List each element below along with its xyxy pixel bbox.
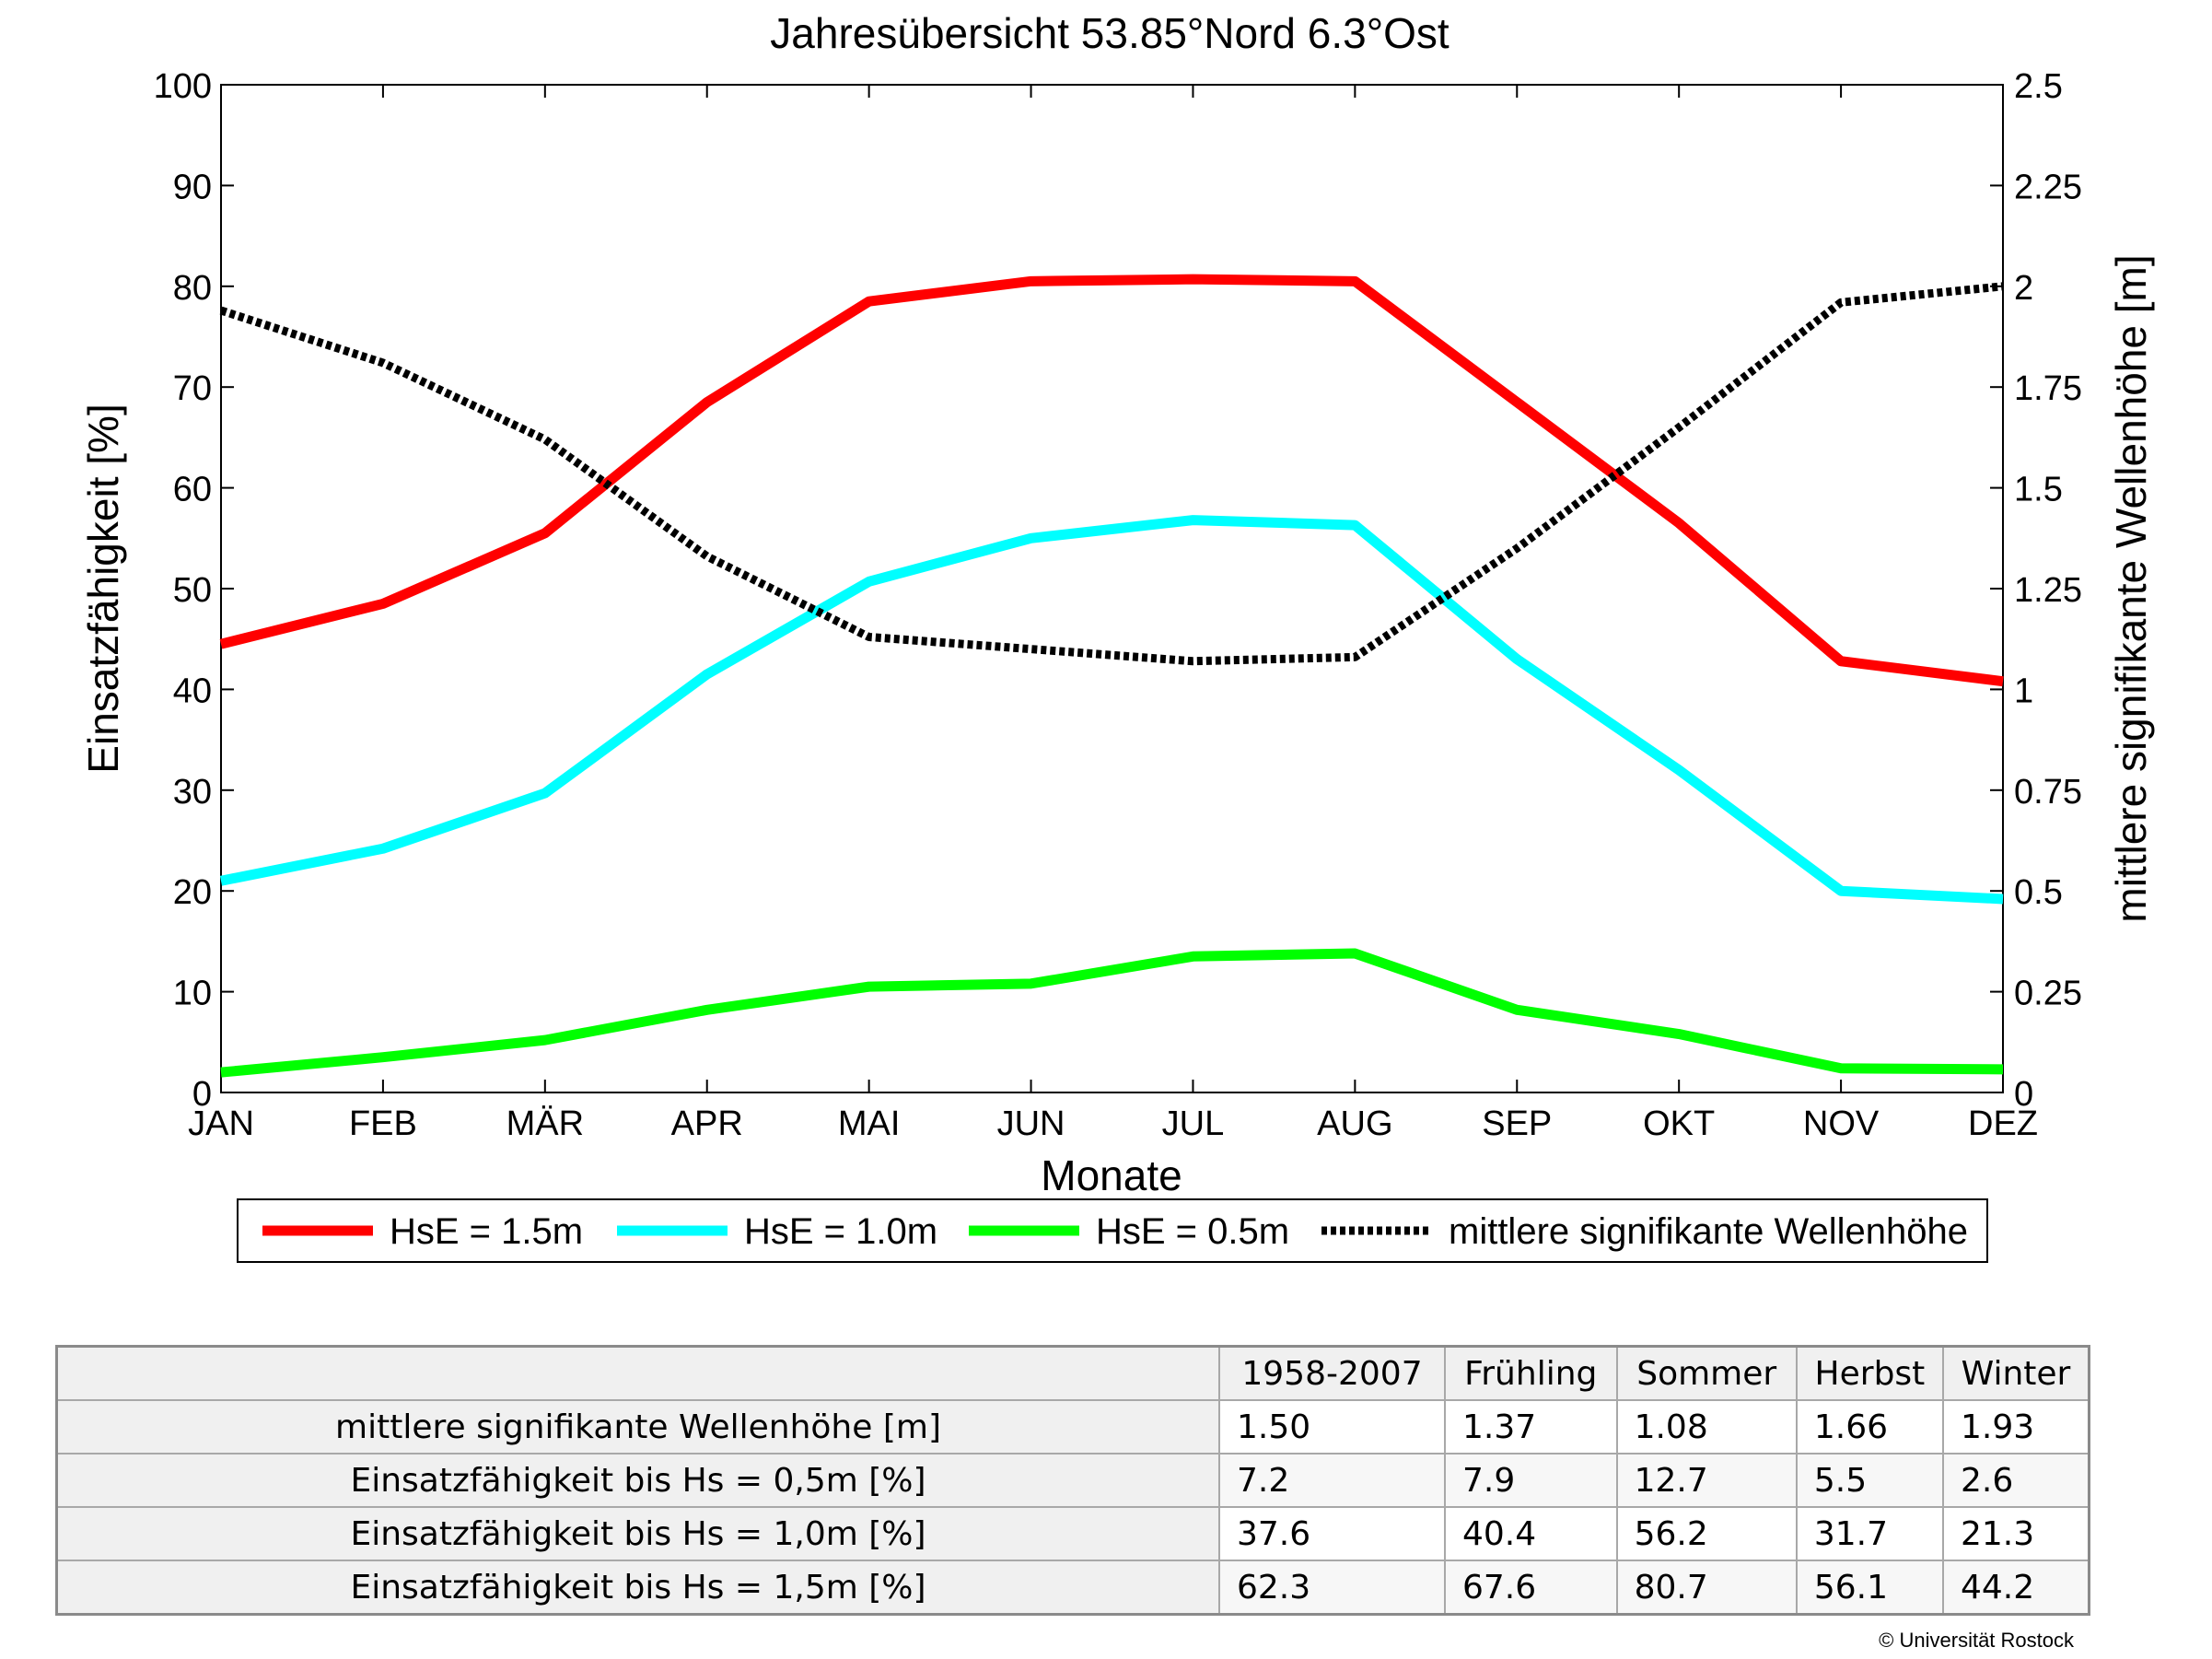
table-cell: 7.9	[1443, 1453, 1618, 1508]
table-cell: 56.1	[1795, 1560, 1944, 1616]
right-tick-label: 0.5	[2014, 873, 2063, 912]
right-tick-label: 1.75	[2014, 369, 2082, 408]
table-cell: 31.7	[1795, 1506, 1944, 1561]
left-tick-label: 50	[173, 571, 212, 610]
table-cell: 62.3	[1218, 1560, 1446, 1616]
legend-label: HsE = 1.5m	[390, 1211, 583, 1252]
left-tick-label: 30	[173, 773, 212, 812]
table-cell: 1.50	[1218, 1399, 1446, 1455]
x-tick-label: AUG	[1317, 1104, 1392, 1143]
table-cell: 7.2	[1218, 1453, 1446, 1508]
chart-title: Jahresübersicht 53.85°Nord 6.3°Ost	[770, 9, 1449, 57]
table-row: Einsatzfähigkeit bis Hs = 1,0m [%] 37.6 …	[55, 1506, 2090, 1561]
table-header-cell: Frühling	[1443, 1345, 1618, 1401]
summary-table: 1958-2007 Frühling Sommer Herbst Winter …	[55, 1345, 2090, 1616]
right-axis-ticks: 0 0.25 0.5 0.75 1 1.25 1.5 1.75 2 2.25 2.5	[2014, 67, 2082, 1114]
left-tick-label: 90	[173, 168, 212, 206]
left-tick-label: 80	[173, 269, 212, 308]
legend	[237, 1198, 1988, 1263]
left-tick-label: 0	[192, 1075, 212, 1114]
x-axis-ticks: JAN FEB MÄR APR MAI JUN JUL AUG SEP OKT NOV DEZ	[188, 85, 2038, 1143]
legend-label: HsE = 1.0m	[744, 1211, 937, 1252]
right-tick-label: 0.75	[2014, 773, 2082, 812]
left-tick-label: 20	[173, 873, 212, 912]
series-line-0	[219, 274, 2004, 687]
table-row: Einsatzfähigkeit bis Hs = 0,5m [%] 7.2 7…	[55, 1453, 2090, 1508]
right-tick-label: 2.5	[2014, 67, 2063, 106]
row-label: mittlere signifikante Wellenhöhe [m]	[55, 1399, 1220, 1455]
table-cell: 1.93	[1941, 1399, 2090, 1455]
x-axis-label: Monate	[1041, 1151, 1182, 1199]
left-axis-ticks: 0 10 20 30 40 50 60 70 80 90 100	[154, 67, 2003, 1114]
table-header-row: 1958-2007 Frühling Sommer Herbst Winter	[55, 1345, 2090, 1401]
x-tick-label: JUL	[1162, 1104, 1225, 1143]
table-cell: 44.2	[1941, 1560, 2090, 1616]
table-cell: 21.3	[1941, 1506, 2090, 1561]
row-label: Einsatzfähigkeit bis Hs = 1,5m [%]	[55, 1560, 1220, 1616]
table-cell: 5.5	[1795, 1453, 1944, 1508]
legend-items: HsE = 1.5m HsE = 1.0m HsE = 0.5m mittlere s…	[262, 1211, 1968, 1252]
x-tick-label: OKT	[1643, 1104, 1715, 1143]
left-tick-label: 40	[173, 672, 212, 710]
y-axis-label-left: Einsatzfähigkeit [%]	[79, 403, 127, 773]
x-tick-label: APR	[671, 1104, 743, 1143]
table-cell: 56.2	[1615, 1506, 1798, 1561]
table-cell: 1.66	[1795, 1399, 1944, 1455]
table-header-cell: 1958-2007	[1218, 1345, 1446, 1401]
left-tick-label: 10	[173, 975, 212, 1013]
right-tick-label: 1	[2014, 672, 2033, 710]
left-tick-label: 70	[173, 369, 212, 408]
table-cell: 12.7	[1615, 1453, 1798, 1508]
chart: Jahresübersicht 53.85°Nord 6.3°Ost 01020…	[79, 9, 2155, 1263]
table-header-cell: Winter	[1941, 1345, 2090, 1401]
table-cell: 1.37	[1443, 1399, 1618, 1455]
right-tick-label: 0.25	[2014, 975, 2082, 1013]
series-line-3	[219, 282, 2004, 666]
right-tick-label: 1.5	[2014, 471, 2063, 509]
right-tick-label: 2	[2014, 269, 2033, 308]
legend-label: HsE = 0.5m	[1096, 1211, 1289, 1252]
left-tick-label: 100	[154, 67, 212, 106]
row-label: Einsatzfähigkeit bis Hs = 0,5m [%]	[55, 1453, 1220, 1508]
y-axis-label-right: mittlere signifikante Wellenhöhe [m]	[2107, 254, 2155, 922]
right-tick-label: 1.25	[2014, 571, 2082, 610]
table-corner-cell	[55, 1345, 1220, 1401]
x-tick-label: SEP	[1482, 1104, 1552, 1143]
x-tick-label: DEZ	[1968, 1104, 2038, 1143]
row-label: Einsatzfähigkeit bis Hs = 1,0m [%]	[55, 1506, 1220, 1561]
legend-label: mittlere signifikante Wellenhöhe	[1449, 1211, 1968, 1252]
table-row: Einsatzfähigkeit bis Hs = 1,5m [%] 62.3 …	[55, 1560, 2090, 1616]
table-cell: 37.6	[1218, 1506, 1446, 1561]
series-lines	[219, 274, 2004, 1078]
table-cell: 67.6	[1443, 1560, 1618, 1616]
left-tick-label: 60	[173, 471, 212, 509]
table-header-cell: Sommer	[1615, 1345, 1798, 1401]
series-line-2	[220, 948, 2004, 1078]
x-tick-label: MAI	[838, 1104, 901, 1143]
x-tick-label: FEB	[349, 1104, 417, 1143]
right-tick-label: 2.25	[2014, 168, 2082, 206]
table-cell: 1.08	[1615, 1399, 1798, 1455]
table-row: mittlere signifikante Wellenhöhe [m] 1.5…	[55, 1399, 2090, 1455]
table-cell: 40.4	[1443, 1506, 1618, 1561]
table-cell: 2.6	[1941, 1453, 2090, 1508]
x-tick-label: JAN	[188, 1104, 254, 1143]
x-tick-label: NOV	[1803, 1104, 1880, 1143]
table-cell: 80.7	[1615, 1560, 1798, 1616]
table-header-cell: Herbst	[1795, 1345, 1944, 1401]
x-tick-label: MÄR	[506, 1104, 584, 1143]
copyright-notice: © Universität Rostock	[1879, 1629, 2074, 1652]
right-tick-label: 0	[2014, 1075, 2033, 1114]
series-line-1	[219, 515, 2004, 905]
plot-area	[220, 84, 2004, 1093]
x-tick-label: JUN	[997, 1104, 1065, 1143]
